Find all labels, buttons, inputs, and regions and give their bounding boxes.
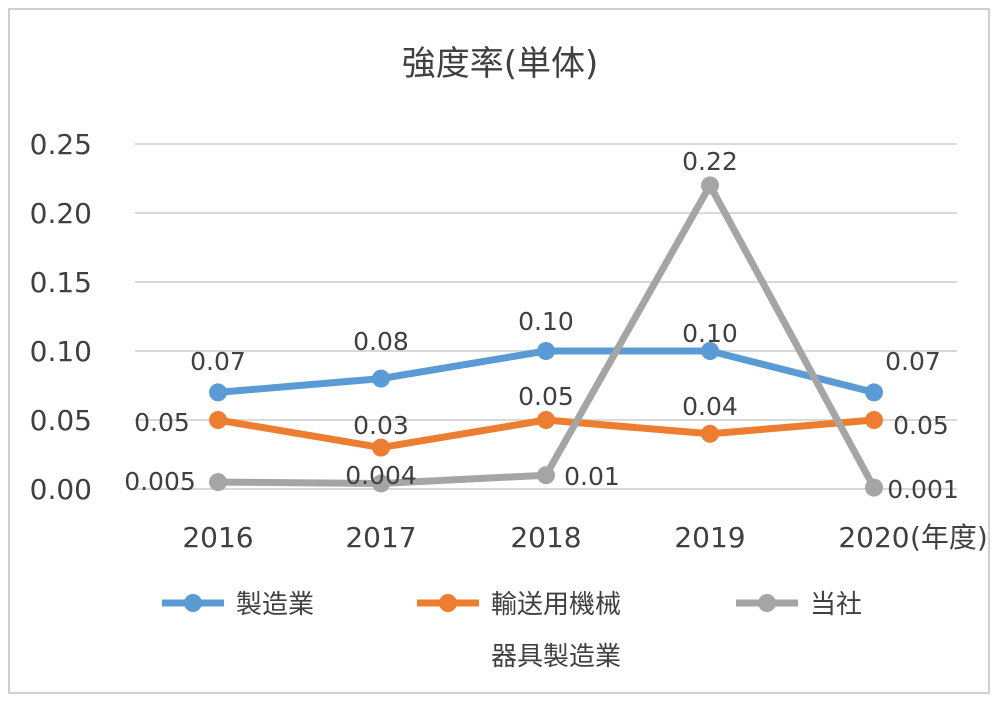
data-label: 0.01 [564,462,620,491]
chart-title: 強度率(単体) [402,44,599,84]
legend-label: 器具製造業 [491,642,621,672]
data-label: 0.05 [518,382,574,411]
legend-marker [758,594,776,612]
series-lines [209,176,883,497]
x-tick-label: 2020 [838,521,909,554]
data-label: 0.08 [353,327,409,356]
data-label: 0.07 [190,347,246,376]
x-tick-label: 2018 [510,521,581,554]
data-label: 0.10 [682,319,738,348]
x-tick-label: 2016 [182,521,253,554]
data-label: 0.03 [353,411,409,440]
data-label: 0.07 [885,347,941,376]
y-tick-label: 0.00 [30,473,92,506]
y-tick-label: 0.05 [30,404,92,437]
data-label: 0.004 [345,461,417,490]
data-point [865,411,883,429]
gridlines [135,143,957,490]
data-point [372,369,390,388]
x-tick-label: 2019 [674,521,745,554]
data-label: 0.005 [124,467,196,496]
data-label: 0.22 [682,147,738,176]
series-line [214,181,878,492]
data-point [537,342,555,360]
data-point [372,438,390,457]
legend-label: 当社 [810,590,862,620]
data-label: 0.05 [893,411,949,440]
data-label: 0.10 [518,307,574,336]
data-point [537,466,555,485]
data-point [865,478,883,497]
data-point [701,342,719,360]
x-tick-label: 2017 [345,521,416,554]
data-point [209,383,227,402]
legend-label: 製造業 [236,590,314,620]
y-tick-label: 0.15 [30,266,92,299]
data-point [701,176,719,195]
data-labels: 0.07 0.08 0.10 0.10 0.07 0.05 0.03 0.05 0.04 0.05… [124,147,959,504]
legend-marker [184,594,202,612]
y-tick-label: 0.25 [30,128,92,161]
legend-marker [439,594,457,612]
x-axis-unit: (年度) [910,521,988,554]
data-point [537,411,555,429]
data-label: 0.05 [134,408,190,437]
data-point [701,424,719,443]
data-point [209,411,227,429]
y-tick-label: 0.10 [30,335,92,368]
data-label: 0.04 [682,392,738,421]
data-point [209,473,227,492]
data-point [372,474,390,493]
y-axis-ticks: 0.00 0.05 0.10 0.15 0.20 0.25 [30,128,92,506]
data-label: 0.001 [887,475,959,504]
data-point [865,383,883,402]
x-axis-ticks: 2016 2017 2018 2019 2020 [182,521,909,554]
legend-label: 輸送用機械 [491,590,621,620]
y-tick-label: 0.20 [30,197,92,230]
